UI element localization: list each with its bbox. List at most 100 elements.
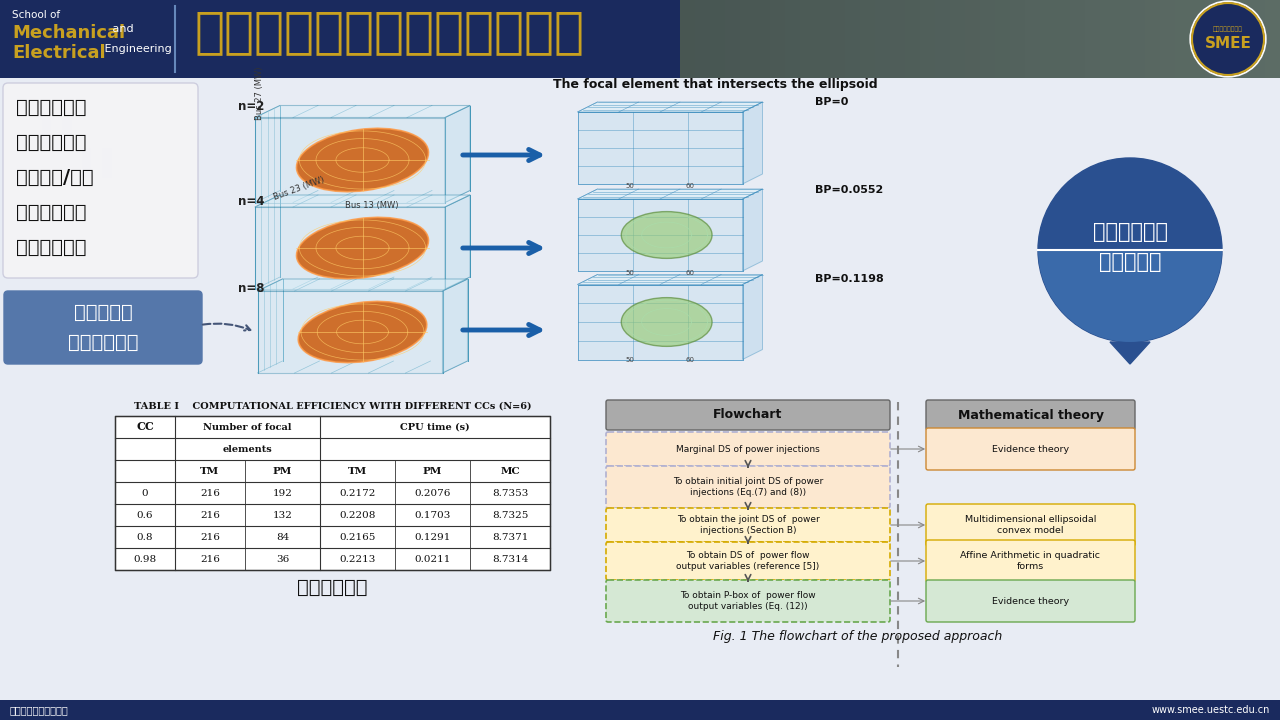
Text: ": " (70, 145, 122, 252)
Text: Evidence theory: Evidence theory (992, 444, 1069, 454)
Text: 0: 0 (142, 488, 148, 498)
Bar (771, 0, 785, 78)
Text: Mechanical: Mechanical (12, 24, 125, 42)
Bar (710, 0, 724, 78)
Text: 计算效率对比: 计算效率对比 (297, 578, 367, 597)
Bar (1251, 0, 1265, 78)
Ellipse shape (621, 212, 712, 258)
Bar (1146, 0, 1160, 78)
Text: Multidimensional ellipsoidal
convex model: Multidimensional ellipsoidal convex mode… (965, 516, 1096, 535)
Text: TM: TM (201, 467, 220, 475)
FancyBboxPatch shape (925, 580, 1135, 622)
Text: BP=0.0552: BP=0.0552 (815, 185, 883, 195)
Text: 60: 60 (686, 357, 695, 363)
Text: Bus 27 (MW): Bus 27 (MW) (255, 66, 264, 120)
Wedge shape (1038, 250, 1222, 342)
Bar (0, 700, 1280, 720)
Circle shape (1190, 1, 1266, 77)
Bar (1265, 0, 1280, 78)
Text: PM: PM (273, 467, 292, 475)
Text: www.smee.uestc.edu.cn: www.smee.uestc.edu.cn (1152, 705, 1270, 715)
Text: 0.98: 0.98 (133, 554, 156, 564)
Text: 0.2076: 0.2076 (415, 488, 451, 498)
Text: n=2: n=2 (238, 100, 265, 113)
Text: To obtain initial joint DS of power
injections (Eq.(7) and (8)): To obtain initial joint DS of power inje… (673, 477, 823, 497)
Bar (755, 0, 771, 78)
Ellipse shape (297, 128, 429, 192)
Text: and: and (109, 24, 133, 34)
Text: 60: 60 (686, 183, 695, 189)
Polygon shape (255, 207, 445, 289)
Bar (1204, 0, 1220, 78)
Polygon shape (445, 195, 470, 289)
Text: 8.7353: 8.7353 (492, 488, 529, 498)
Bar (845, 0, 860, 78)
Text: ": " (29, 115, 81, 222)
Text: CPU time (s): CPU time (s) (401, 423, 470, 431)
Text: 216: 216 (200, 554, 220, 564)
Text: Electrical: Electrical (12, 44, 106, 62)
Text: Flowchart: Flowchart (713, 408, 782, 421)
Text: 风电场有功输: 风电场有功输 (1093, 222, 1167, 242)
Bar (890, 0, 905, 78)
FancyBboxPatch shape (605, 542, 890, 580)
FancyBboxPatch shape (605, 466, 890, 508)
Text: 132: 132 (273, 510, 292, 520)
Text: Engineering: Engineering (101, 44, 172, 54)
Text: 8.7325: 8.7325 (492, 510, 529, 520)
Text: 实际分布在: 实际分布在 (74, 303, 132, 322)
Bar (1025, 0, 1039, 78)
FancyBboxPatch shape (3, 83, 198, 278)
Bar (1100, 0, 1115, 78)
Bar (1010, 0, 1025, 78)
Polygon shape (577, 199, 742, 271)
Ellipse shape (621, 297, 712, 346)
Text: 0.2208: 0.2208 (339, 510, 376, 520)
Text: 50: 50 (626, 357, 635, 363)
FancyBboxPatch shape (4, 291, 202, 364)
Polygon shape (445, 106, 470, 202)
Circle shape (1038, 158, 1222, 342)
FancyBboxPatch shape (925, 504, 1135, 546)
FancyBboxPatch shape (605, 580, 890, 622)
Text: 出区间分布: 出区间分布 (1098, 252, 1161, 272)
Text: Fig. 1 The flowchart of the proposed approach: Fig. 1 The flowchart of the proposed app… (713, 630, 1002, 643)
Text: 椭球模型与证: 椭球模型与证 (15, 98, 87, 117)
Text: 216: 216 (200, 510, 220, 520)
Polygon shape (257, 279, 467, 291)
Bar (965, 0, 980, 78)
Text: TABLE I    COMPUTATIONAL EFFICIENCY WITH DIFFERENT CCs (N=6): TABLE I COMPUTATIONAL EFFICIENCY WITH DI… (133, 402, 531, 411)
Text: 0.6: 0.6 (137, 510, 154, 520)
Text: SMEE: SMEE (1204, 37, 1252, 52)
Text: CC: CC (136, 421, 154, 433)
Text: Mathematical theory: Mathematical theory (957, 408, 1103, 421)
Text: 192: 192 (273, 488, 292, 498)
Bar (815, 0, 829, 78)
Text: To obtain P-box of  power flow
output variables (Eq. (12)): To obtain P-box of power flow output var… (680, 591, 815, 611)
Text: 50: 50 (626, 270, 635, 276)
Text: 8.7314: 8.7314 (492, 554, 529, 564)
Text: TM: TM (348, 467, 367, 475)
Text: 216: 216 (200, 488, 220, 498)
Text: School of: School of (12, 10, 60, 20)
Text: Marginal DS of power injections: Marginal DS of power injections (676, 444, 820, 454)
Text: 0.2165: 0.2165 (339, 533, 376, 541)
Text: （超）椭球内: （超）椭球内 (68, 333, 138, 352)
Polygon shape (577, 189, 763, 199)
Text: BP=0: BP=0 (815, 97, 849, 107)
Text: 《电工技术学报》发布: 《电工技术学报》发布 (10, 705, 69, 715)
Bar (785, 0, 800, 78)
Text: Bus 23 (MW): Bus 23 (MW) (273, 175, 325, 202)
Polygon shape (255, 106, 470, 117)
Polygon shape (577, 284, 742, 359)
Polygon shape (577, 102, 763, 112)
Bar (934, 0, 950, 78)
FancyBboxPatch shape (605, 432, 890, 466)
Polygon shape (577, 112, 742, 184)
Text: 50: 50 (626, 183, 635, 189)
Bar (724, 0, 740, 78)
FancyBboxPatch shape (925, 428, 1135, 470)
FancyBboxPatch shape (605, 400, 890, 430)
Text: 0.0211: 0.0211 (415, 554, 451, 564)
Text: 据理论相结合: 据理论相结合 (15, 133, 87, 152)
